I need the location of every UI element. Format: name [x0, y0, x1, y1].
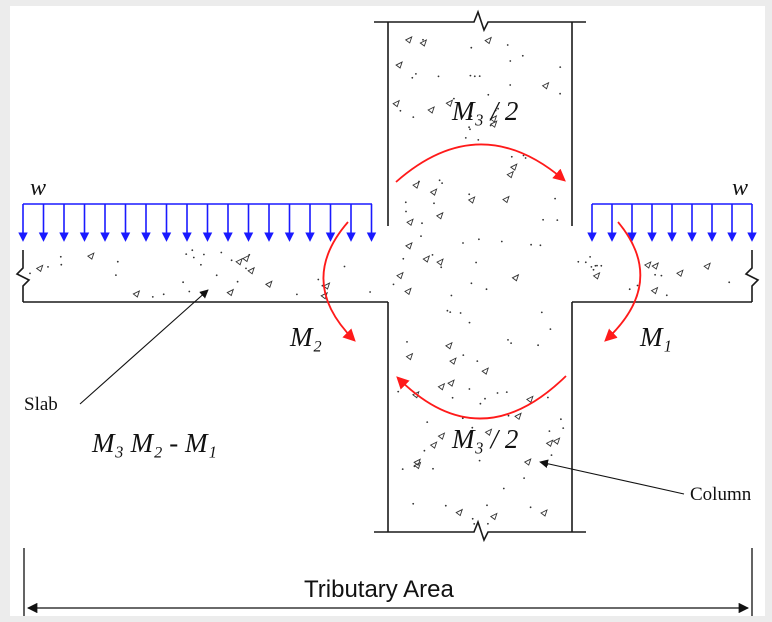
tributary-dimension — [23, 548, 753, 616]
tributary-area-label: Tributary Area — [304, 576, 454, 603]
moment-arrow-top — [395, 143, 566, 183]
moment-label-top: M₃ / 2 — [452, 96, 519, 126]
load-label-left: w — [30, 175, 47, 201]
equation-label: M₃ M₂ - M₁ — [92, 428, 217, 458]
moment-arrow-m2 — [322, 221, 356, 342]
concrete-hatch — [29, 36, 731, 525]
distributed-load-arrows — [18, 203, 757, 242]
moment-arrow-m1 — [604, 221, 642, 342]
slab-leader-line — [79, 289, 209, 405]
moment-label-m1: M₁ — [640, 322, 672, 352]
column-label: Column — [690, 484, 752, 505]
column-outline — [374, 9, 586, 543]
moment-arrow-bottom — [396, 375, 567, 420]
slab-outline — [15, 250, 760, 303]
moment-label-m2: M₂ — [290, 322, 322, 352]
load-label-right: w — [732, 175, 749, 201]
column-leader-line — [539, 459, 685, 495]
slab-label: Slab — [24, 394, 58, 415]
moment-label-bottom: M₃ / 2 — [452, 424, 519, 454]
